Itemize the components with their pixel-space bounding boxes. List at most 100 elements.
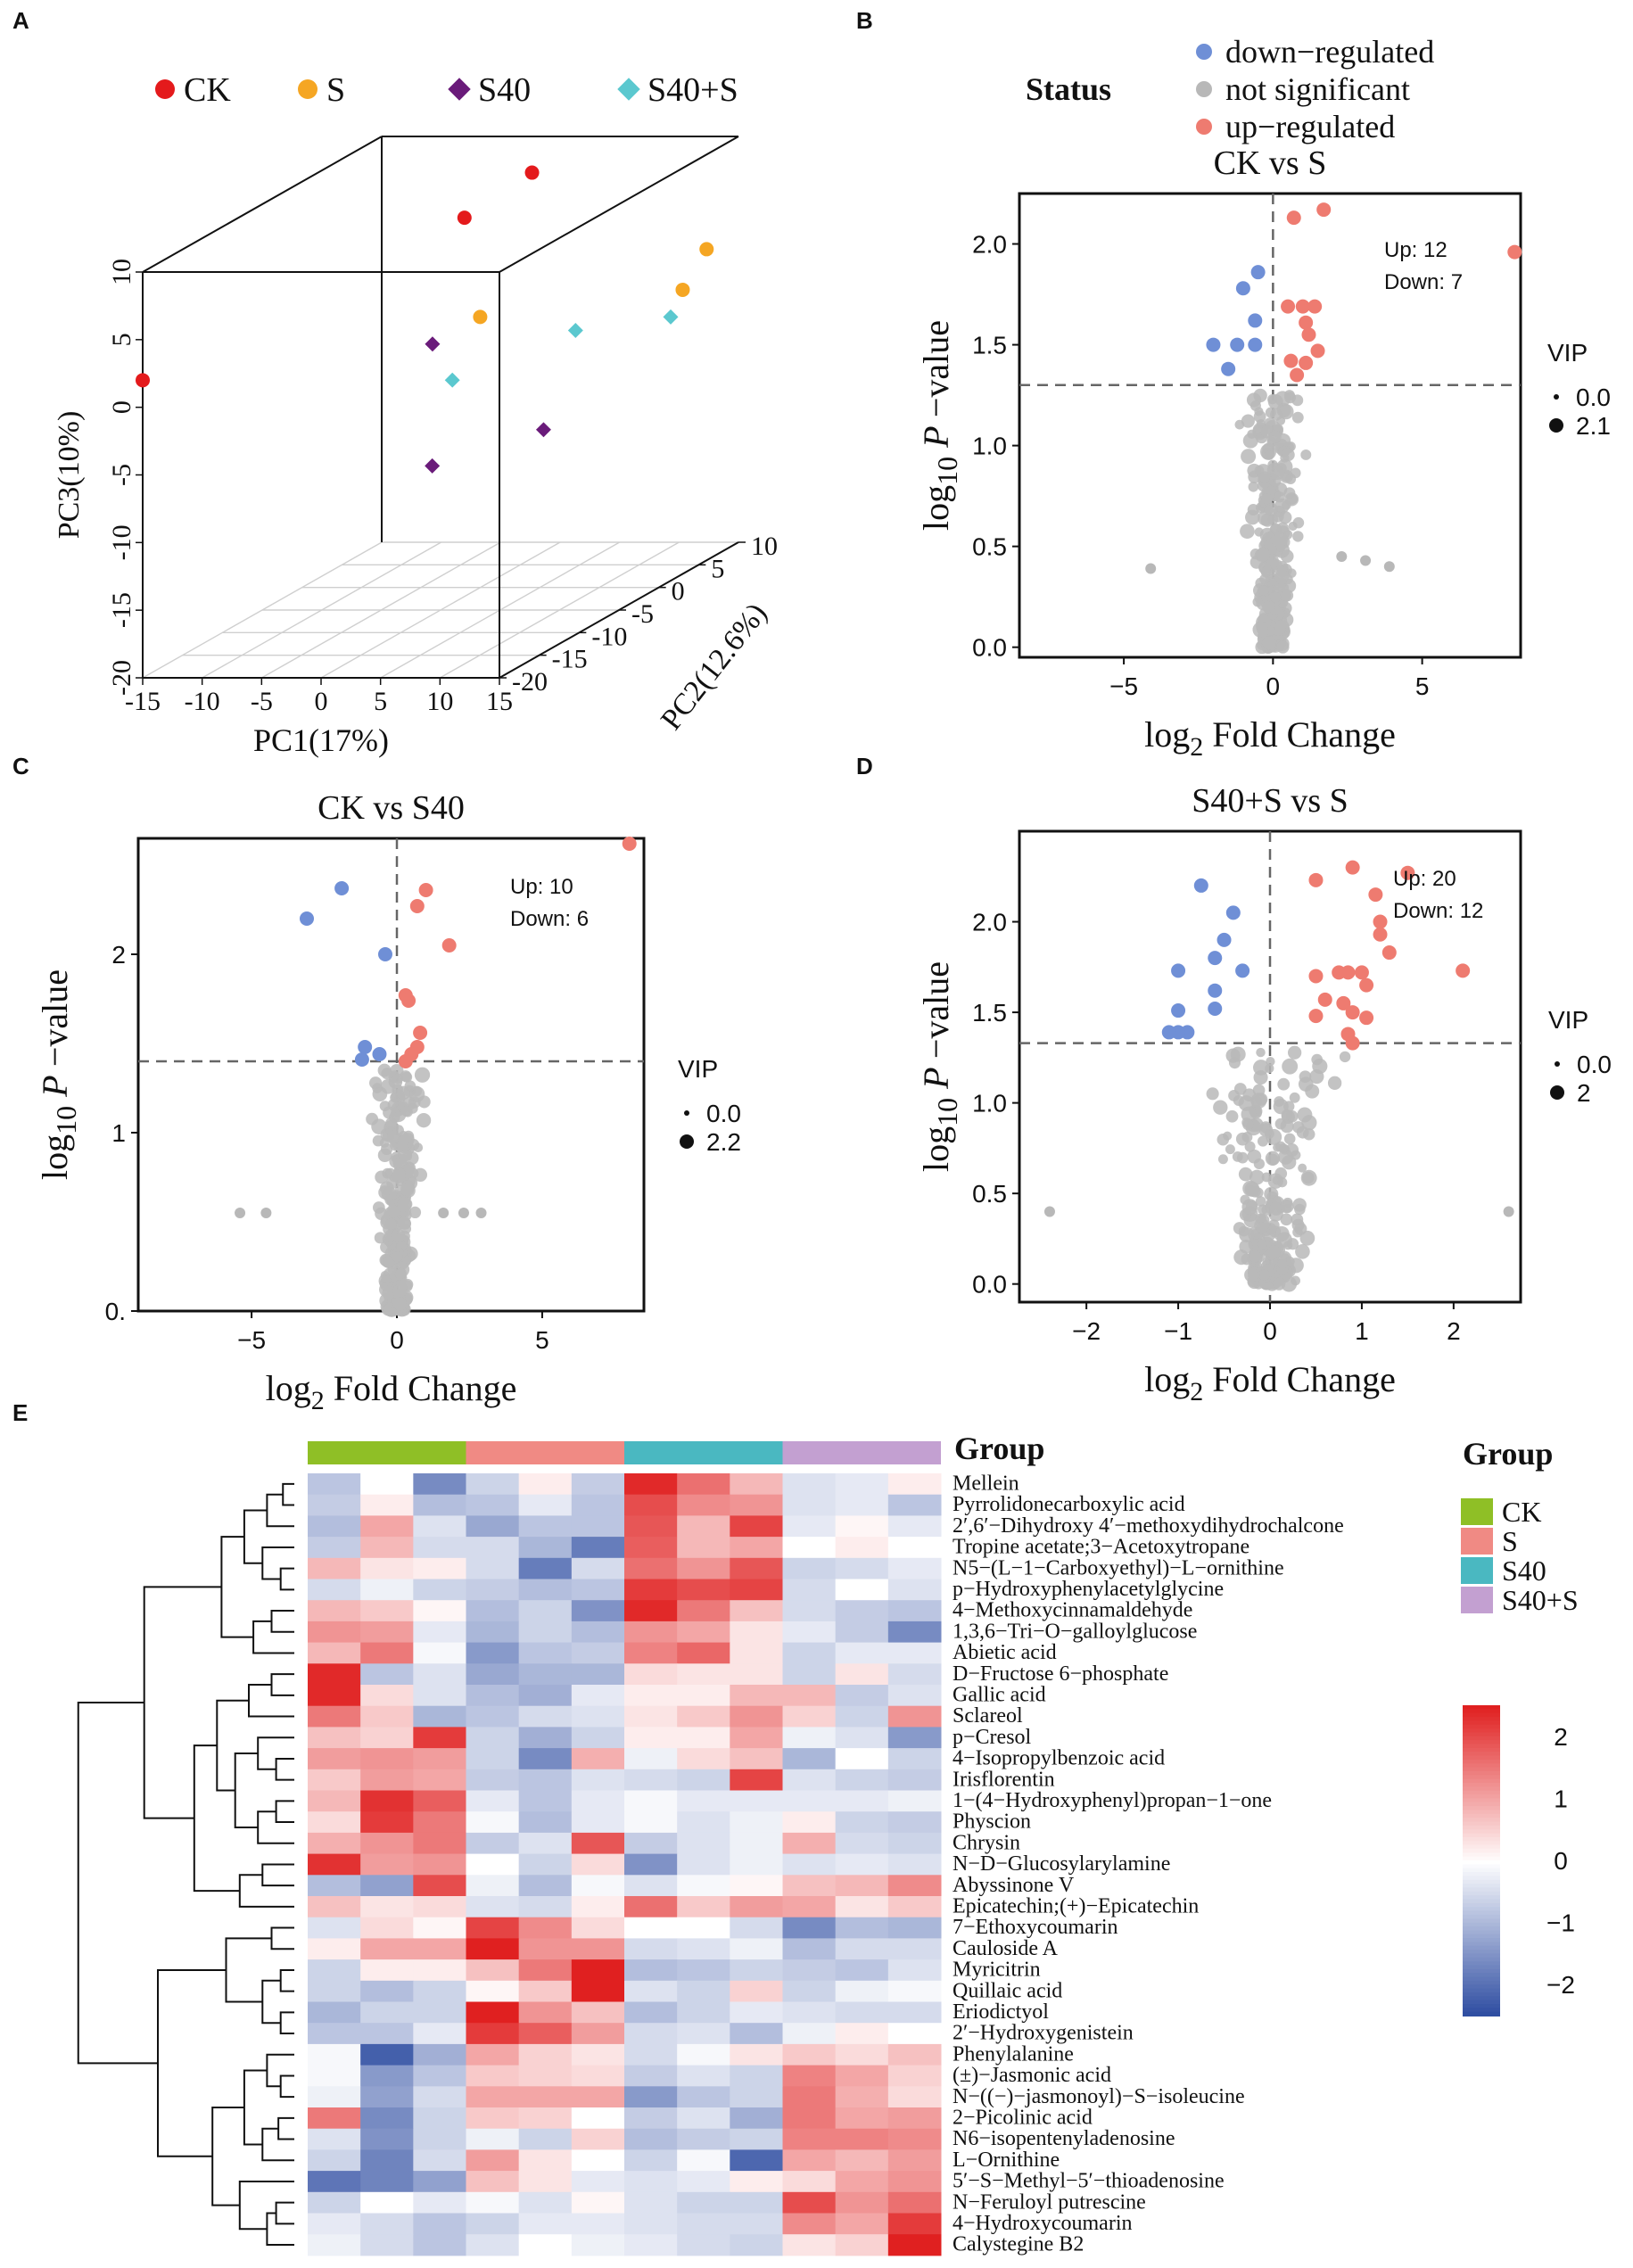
heatmap-cell <box>730 2149 783 2172</box>
heatmap-cell <box>835 1537 889 1559</box>
vip-legend-title: VIP <box>678 1055 718 1083</box>
not-significant-point <box>1272 1175 1282 1185</box>
heatmap-cell <box>413 1557 466 1579</box>
heatmap-cell <box>677 1748 730 1770</box>
not-significant-point <box>475 1208 487 1218</box>
heatmap-cell <box>887 2023 942 2045</box>
heatmap-cell <box>518 1557 573 1579</box>
row-label: Chrysin <box>953 1831 1020 1854</box>
heatmap-cell <box>624 2213 678 2235</box>
heatmap-cell <box>835 2234 889 2256</box>
heatmap-cell <box>308 1875 361 1897</box>
heatmap-cell <box>308 1853 361 1876</box>
not-significant-point <box>408 1206 422 1219</box>
down-regulated-point <box>1217 932 1232 947</box>
heatmap-cell <box>413 1537 466 1559</box>
heatmap-cell <box>677 2043 730 2066</box>
colorbar-segment <box>1463 1895 1500 1901</box>
heatmap-cell <box>518 2001 573 2024</box>
heatmap-cell <box>413 2086 466 2108</box>
heatmap-cell <box>624 1663 678 1686</box>
heatmap-cell <box>518 1896 573 1918</box>
colorbar-segment <box>1463 1798 1500 1803</box>
status-legend-marker <box>1196 44 1212 60</box>
heatmap-cell <box>730 1473 783 1496</box>
heatmap-cell <box>308 2191 361 2214</box>
x-axis-label: log2 Fold Change <box>1144 1359 1396 1406</box>
not-significant-point <box>1223 1131 1233 1141</box>
heatmap-cell <box>308 1537 361 1559</box>
dendrogram-branch <box>261 1546 294 1580</box>
heatmap-cell <box>677 1959 730 1982</box>
heatmap-cell <box>518 1600 573 1622</box>
vip-legend-small-label: 0.0 <box>1577 1051 1612 1078</box>
not-significant-point <box>1264 505 1274 515</box>
down-regulated-point <box>300 911 314 926</box>
heatmap-cell <box>730 1515 783 1538</box>
heatmap-cell <box>782 1875 837 1897</box>
heatmap-cell <box>308 1600 361 1622</box>
heatmap-cell <box>466 1917 520 1939</box>
dendrogram-branch <box>275 1800 294 1824</box>
heatmap-cell <box>308 1557 361 1579</box>
heatmap-cell <box>518 1769 573 1791</box>
heatmap-cell <box>413 2001 466 2024</box>
colorbar-tick-label: 0 <box>1554 1847 1568 1875</box>
y-tick-label: 0 <box>672 577 685 606</box>
not-significant-point <box>1249 1118 1264 1132</box>
heatmap-cell <box>518 2191 573 2214</box>
heatmap-cell <box>730 1685 783 1707</box>
heatmap-cell <box>518 1515 573 1538</box>
not-significant-point <box>1383 561 1395 573</box>
heatmap-cell <box>730 1557 783 1579</box>
heatmap-cell <box>518 2023 573 2045</box>
up-regulated-point <box>1345 1035 1360 1051</box>
heatmap-cell <box>571 1875 625 1897</box>
not-significant-point <box>1225 1048 1241 1063</box>
heatmap-cell <box>518 1748 573 1770</box>
heatmap-cell <box>518 1579 573 1601</box>
heatmap-cell <box>887 1621 942 1644</box>
not-significant-point <box>1252 622 1268 638</box>
heatmap-cell <box>835 1685 889 1707</box>
up-regulated-point <box>1340 965 1356 980</box>
heatmap-cell <box>887 1537 942 1559</box>
heatmap-cell <box>518 2128 573 2150</box>
heatmap-cell <box>730 1853 783 1876</box>
row-label: Irisflorentin <box>953 1768 1055 1791</box>
not-significant-point <box>1287 1045 1302 1060</box>
heatmap-cell <box>466 1705 520 1728</box>
heatmap-cell <box>360 2086 414 2108</box>
heatmap-cell <box>360 1748 414 1770</box>
heatmap-cell <box>782 1621 837 1644</box>
heatmap-cell <box>360 1832 414 1855</box>
not-significant-point <box>1225 1144 1235 1155</box>
colorbar-segment <box>1463 1856 1500 1861</box>
heatmap-cell <box>887 1557 942 1579</box>
not-significant-point <box>1300 1169 1317 1186</box>
not-significant-point <box>1280 1200 1294 1214</box>
not-significant-point <box>1276 640 1290 654</box>
heatmap-cell <box>571 1579 625 1601</box>
not-significant-point <box>1292 531 1304 542</box>
heatmap-cell <box>782 1917 837 1939</box>
row-label: Sclareol <box>953 1704 1023 1728</box>
heatmap-cell <box>782 1473 837 1496</box>
heatmap-cell <box>413 1705 466 1728</box>
colorbar-segment <box>1463 1736 1500 1742</box>
not-significant-point <box>1248 482 1259 492</box>
not-significant-point <box>1291 394 1304 407</box>
heatmap-cell <box>518 1875 573 1897</box>
row-label: Myricitrin <box>953 1959 1041 1982</box>
colorbar-segment <box>1463 1717 1500 1722</box>
up-regulated-point <box>418 883 433 897</box>
heatmap-cell <box>466 2171 520 2193</box>
up-regulated-point <box>1381 945 1397 961</box>
heatmap-cell <box>835 2191 889 2214</box>
heatmap-cell <box>887 2171 942 2193</box>
heatmap-cell <box>466 2023 520 2045</box>
heatmap-cell <box>677 1621 730 1644</box>
heatmap-cell <box>835 1579 889 1601</box>
heatmap-cell <box>887 1494 942 1516</box>
not-significant-point <box>1239 1226 1255 1243</box>
